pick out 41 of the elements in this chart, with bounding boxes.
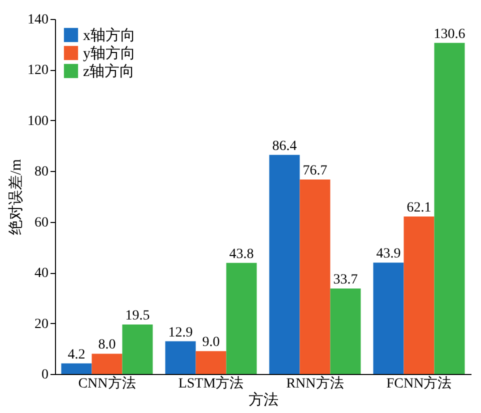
bar <box>122 324 153 374</box>
y-tick-label: 0 <box>42 368 48 382</box>
x-tick-label: LSTM方法 <box>178 376 244 392</box>
bar <box>434 42 465 374</box>
x-tick-label: RNN方法 <box>286 376 344 392</box>
y-tick-label: 120 <box>28 63 48 78</box>
legend-label: y轴方向 <box>83 45 136 62</box>
bar <box>373 262 404 374</box>
data-label: 43.8 <box>229 246 254 262</box>
bar <box>300 180 330 374</box>
data-label: 12.9 <box>168 325 193 340</box>
data-label: 62.1 <box>406 200 432 216</box>
y-tick-label: 80 <box>34 164 48 180</box>
y-tick-label: 40 <box>34 266 48 282</box>
data-label: 33.7 <box>333 272 358 288</box>
data-label: 8.0 <box>98 338 116 353</box>
data-label: 4.2 <box>68 347 86 362</box>
x-axis-title: 方法 <box>248 392 278 408</box>
x-tick-label: FCNN方法 <box>386 376 452 392</box>
y-tick-label: 140 <box>28 12 48 28</box>
bar <box>61 363 92 374</box>
data-label: 19.5 <box>125 308 150 324</box>
y-tick-label: 20 <box>34 316 48 332</box>
y-tick-label: 100 <box>28 114 48 129</box>
bar <box>269 154 300 374</box>
data-label: 43.9 <box>376 246 401 262</box>
legend-label: z轴方向 <box>83 63 135 80</box>
data-label: 76.7 <box>302 164 328 179</box>
bar <box>165 341 196 374</box>
bar <box>404 216 434 374</box>
bar <box>226 262 257 374</box>
bar <box>330 288 361 374</box>
data-label: 86.4 <box>272 138 297 154</box>
bar <box>92 354 122 374</box>
legend-label: x轴方向 <box>83 27 136 44</box>
bar <box>196 351 226 374</box>
x-tick-label: CNN方法 <box>78 376 136 392</box>
y-axis-title: 绝对误差/m <box>8 158 24 235</box>
y-tick-label: 60 <box>34 215 48 230</box>
data-label: 9.0 <box>202 335 220 350</box>
data-label: 130.6 <box>434 26 466 42</box>
